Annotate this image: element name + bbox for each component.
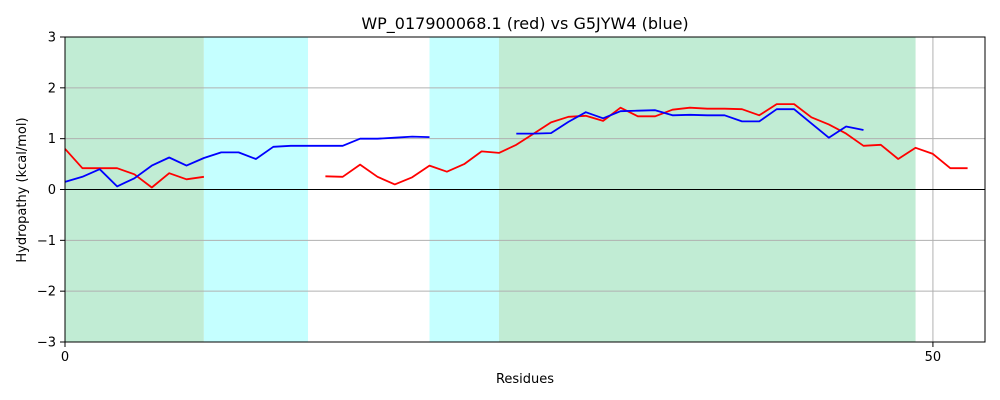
y-tick-label: −2 [37,285,56,300]
x-axis-label: Residues [496,372,554,387]
y-tick-label: −3 [37,336,56,351]
series-lines [64,103,968,189]
y-tick-label: 1 [48,132,56,147]
y-axis-label: Hydropathy (kcal/mol) [15,117,30,262]
series-0-segment-0 [64,148,205,189]
series-0-segment-1 [325,103,968,186]
chart-title: WP_017900068.1 (red) vs G5JYW4 (blue) [361,14,688,34]
x-tick-label: 50 [925,350,942,365]
axis-ticks: −3 −2 −1 0 1 2 3 0 50 [37,31,941,366]
y-tick-label: 0 [48,183,56,198]
x-tick-label: 0 [61,350,69,365]
y-tick-label: 3 [48,31,56,46]
series-1-segment-0 [64,135,430,188]
y-tick-label: −1 [37,234,56,249]
y-tick-label: 2 [48,81,56,96]
series-1-segment-1 [516,108,864,139]
